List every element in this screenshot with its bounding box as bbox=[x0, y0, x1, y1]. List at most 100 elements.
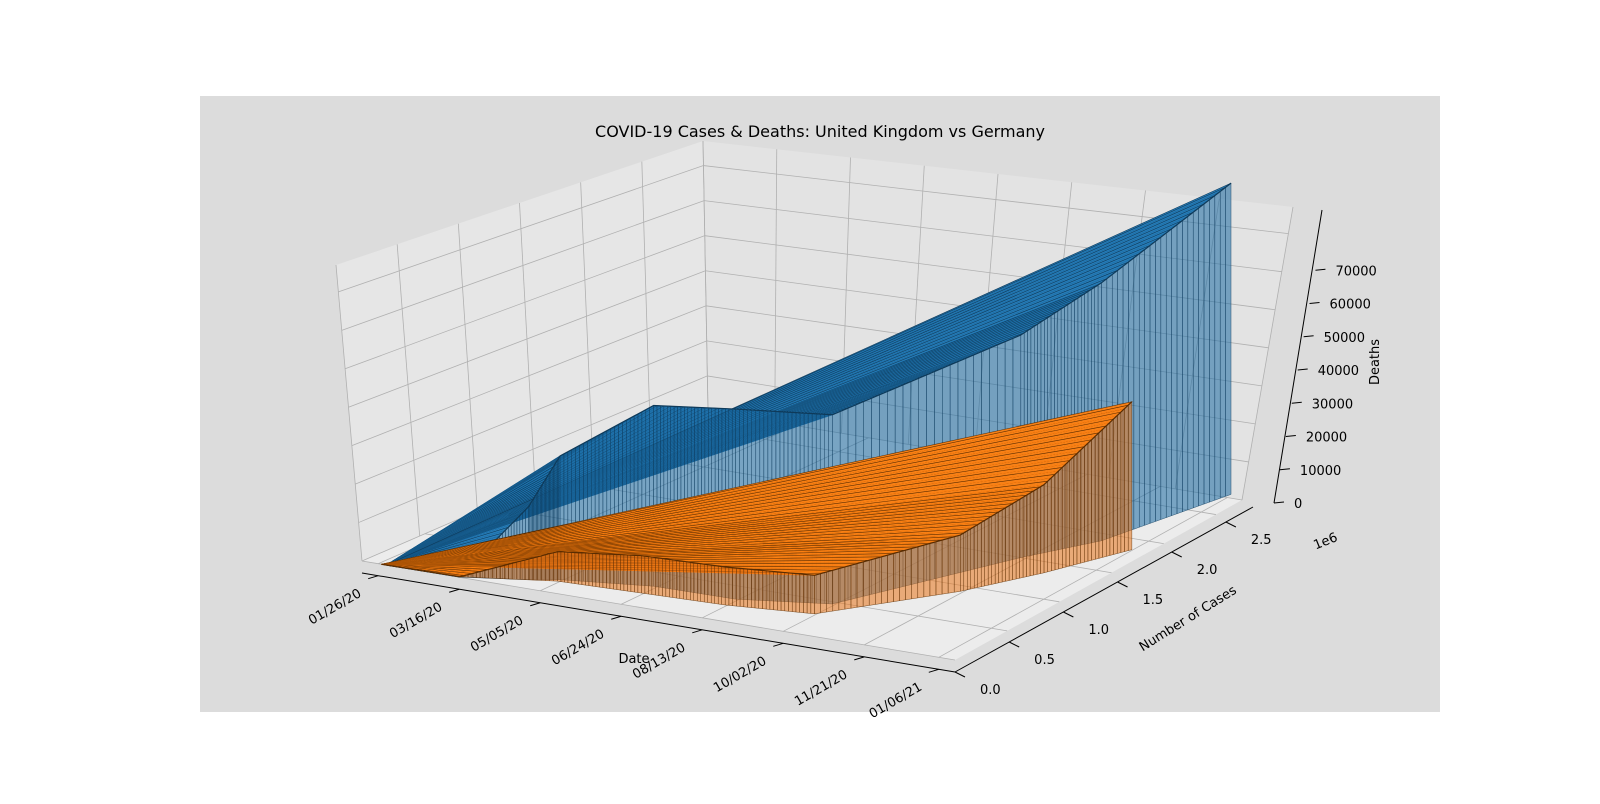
surface-facet bbox=[912, 547, 918, 599]
surface-facet bbox=[501, 565, 505, 579]
surface-facet bbox=[736, 568, 740, 606]
surface-facet bbox=[1044, 481, 1048, 573]
surface-facet bbox=[673, 560, 676, 598]
surface-facet bbox=[740, 568, 744, 606]
surface-facet bbox=[954, 535, 960, 592]
surface-facet bbox=[964, 531, 967, 591]
surface-facet bbox=[517, 561, 521, 579]
surface-facet bbox=[1139, 250, 1144, 528]
surface-facet bbox=[821, 572, 827, 613]
surface-facet bbox=[1215, 191, 1220, 500]
surface-facet bbox=[610, 554, 613, 589]
surface-facet bbox=[541, 555, 545, 581]
z-tick-label: 50000 bbox=[1324, 331, 1365, 346]
surface-facet bbox=[662, 559, 665, 597]
surface-facet bbox=[564, 552, 567, 583]
surface-facet bbox=[641, 556, 644, 594]
surface-facet bbox=[537, 556, 541, 581]
surface-facet bbox=[1177, 220, 1182, 513]
surface-facet bbox=[1002, 508, 1005, 582]
surface-facet bbox=[930, 542, 936, 596]
surface-facet bbox=[497, 566, 501, 578]
surface-facet bbox=[1051, 474, 1055, 571]
surface-facet bbox=[918, 545, 924, 598]
surface-facet bbox=[800, 574, 804, 613]
surface-facet bbox=[509, 563, 513, 579]
z-tick-label: 40000 bbox=[1318, 364, 1359, 379]
surface-facet bbox=[1106, 422, 1110, 556]
surface-facet bbox=[725, 567, 729, 605]
surface-facet bbox=[729, 567, 733, 605]
surface-facet bbox=[1070, 457, 1074, 566]
surface-facet bbox=[582, 553, 585, 585]
surface-facet bbox=[711, 565, 714, 603]
surface-facet bbox=[627, 555, 630, 592]
surface-facet bbox=[676, 560, 679, 598]
surface-facet bbox=[857, 562, 863, 607]
surface-facet bbox=[624, 555, 627, 591]
surface-facet bbox=[1172, 225, 1177, 516]
surface-facet bbox=[906, 548, 912, 599]
y-tick-label: 2.5 bbox=[1251, 533, 1272, 548]
y-tick-label: 2.0 bbox=[1197, 563, 1218, 578]
surface-facet bbox=[893, 552, 899, 602]
z-tick-label: 10000 bbox=[1300, 464, 1341, 479]
surface-facet bbox=[1193, 208, 1198, 508]
surface-facet bbox=[659, 558, 662, 596]
surface-facet bbox=[568, 552, 571, 583]
surface-facet bbox=[995, 512, 998, 584]
surface-facet bbox=[833, 569, 839, 611]
z-axis-label: Deaths bbox=[1368, 339, 1383, 385]
surface-facet bbox=[1073, 454, 1077, 566]
surface-facet bbox=[1161, 233, 1166, 520]
surface-facet bbox=[744, 569, 748, 607]
surface-facet bbox=[1030, 491, 1033, 576]
surface-facet bbox=[557, 552, 560, 582]
surface-facet bbox=[811, 575, 815, 614]
surface-facet bbox=[718, 566, 721, 604]
surface-facet bbox=[759, 570, 763, 609]
surface-facet bbox=[781, 572, 785, 611]
surface-facet bbox=[999, 510, 1002, 583]
y-tick-label: 0.0 bbox=[980, 683, 1001, 698]
z-tick-label: 20000 bbox=[1306, 431, 1347, 446]
surface-facet bbox=[1134, 254, 1139, 529]
surface-facet bbox=[1125, 405, 1129, 551]
surface-facet bbox=[967, 529, 970, 590]
surface-facet bbox=[521, 560, 525, 580]
surface-facet bbox=[978, 522, 981, 587]
surface-facet bbox=[592, 553, 595, 586]
surface-facet bbox=[751, 569, 755, 608]
surface-facet bbox=[645, 556, 648, 594]
surface-facet bbox=[1226, 183, 1231, 496]
surface-facet bbox=[1121, 409, 1125, 553]
surface-facet bbox=[1114, 416, 1118, 555]
surface-facet bbox=[589, 553, 592, 586]
surface-facet bbox=[1077, 450, 1081, 564]
surface-facet bbox=[1059, 467, 1063, 569]
surface-facet bbox=[513, 562, 517, 579]
surface-facet bbox=[1020, 497, 1023, 578]
surface-facet bbox=[596, 554, 599, 588]
surface-facet bbox=[631, 555, 634, 592]
surface-facet bbox=[603, 554, 606, 588]
surface-facet bbox=[974, 525, 977, 589]
surface-facet bbox=[708, 565, 711, 603]
surface-facet bbox=[525, 559, 529, 580]
surface-facet bbox=[815, 574, 821, 614]
surface-facet bbox=[545, 554, 549, 581]
surface-facet bbox=[666, 559, 669, 597]
surface-facet bbox=[789, 573, 793, 612]
z-tick-label: 0 bbox=[1294, 497, 1302, 512]
surface-facet bbox=[690, 562, 693, 600]
surface-facet bbox=[701, 564, 704, 602]
surface-facet bbox=[1027, 493, 1030, 577]
surface-facet bbox=[755, 570, 759, 609]
surface-facet bbox=[1103, 426, 1107, 557]
surface-facet bbox=[1095, 433, 1099, 559]
surface-facet bbox=[924, 543, 930, 597]
surface-facet bbox=[942, 538, 948, 594]
surface-facet bbox=[1081, 447, 1085, 563]
